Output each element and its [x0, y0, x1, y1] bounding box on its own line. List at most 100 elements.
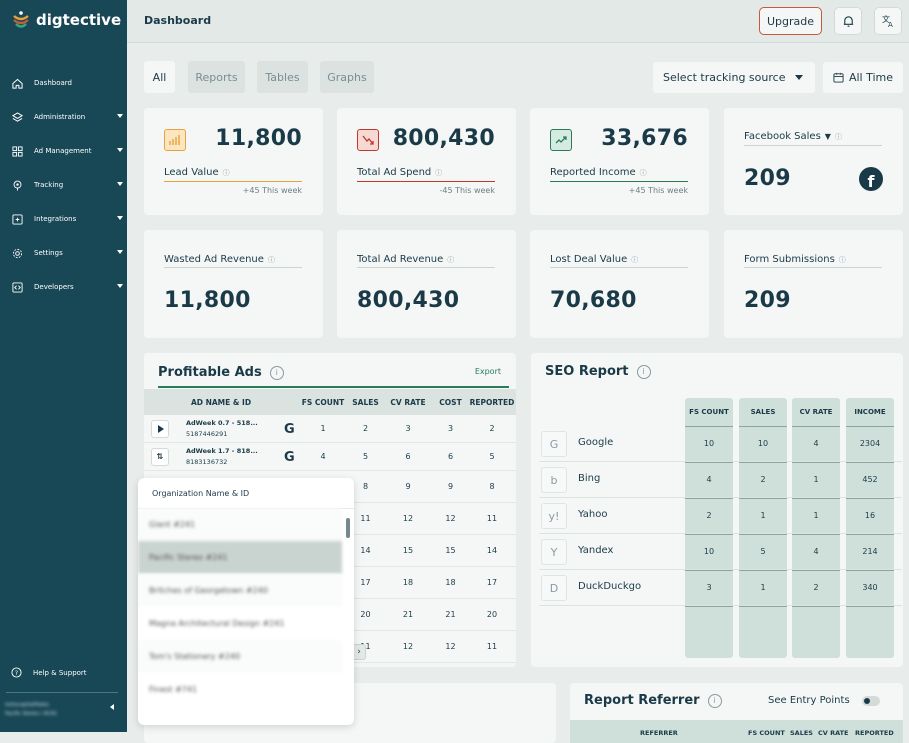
tab-all[interactable]: All	[144, 61, 175, 93]
table-header: AD NAME & ID FS COUNT SALES CV RATE COST…	[144, 389, 516, 415]
col-ad-name[interactable]: AD NAME & ID	[190, 397, 252, 407]
seo-row-google[interactable]: G Google	[539, 426, 902, 462]
seo-row-bing[interactable]: b Bing	[539, 462, 902, 498]
col-cost[interactable]: COST	[439, 397, 462, 407]
seo-row-duckduckgo[interactable]: D DuckDuckgo	[539, 570, 902, 606]
chart-down-icon	[357, 129, 379, 151]
sidebar-item-integrations[interactable]: Integrations	[0, 202, 127, 236]
row-divider	[846, 570, 894, 571]
org-option[interactable]: Britches of Georgetown #240	[138, 574, 342, 607]
col-cv-rate[interactable]: CV RATE	[818, 729, 849, 737]
stat-label-dropdown[interactable]: Facebook Sales ▼ ⓘ	[744, 131, 842, 142]
seo-row-yahoo[interactable]: y! Yahoo	[539, 498, 902, 534]
info-icon[interactable]: i	[269, 365, 284, 380]
info-icon[interactable]: i	[707, 693, 722, 708]
export-button[interactable]: Export	[474, 367, 501, 376]
chart-up-icon	[164, 129, 186, 151]
seo-header-sales[interactable]: SALES	[750, 408, 776, 416]
col-reported[interactable]: REPORTED	[855, 729, 894, 737]
org-option[interactable]: Giant #241	[138, 508, 342, 541]
org-option[interactable]: Tom's Stationery #240	[138, 640, 342, 673]
seo-header-cv-rate[interactable]: CV RATE	[799, 408, 833, 416]
cell: 6	[405, 452, 411, 461]
ad-cell: ⇅ AdWeek 1.7 - 818... 8183136732 G	[144, 443, 298, 471]
sidebar-item-tracking[interactable]: Tracking	[0, 168, 127, 202]
report-referrer-panel: Report Referrer i See Entry Points REFERR…	[570, 683, 903, 743]
seo-header-income[interactable]: INCOME	[854, 408, 886, 416]
sidebar-item-developers[interactable]: Developers	[0, 270, 127, 304]
row-divider	[846, 606, 894, 607]
page-title: Dashboard	[144, 14, 212, 27]
col-fs-count[interactable]: FS COUNT	[748, 729, 785, 737]
seo-row-yandex[interactable]: Y Yandex	[539, 534, 902, 570]
col-fs-count[interactable]: FS COUNT	[301, 397, 345, 407]
stat-label: Form Submissions ⓘ	[744, 254, 846, 265]
dropdown-scrollbar[interactable]	[346, 518, 350, 538]
entry-points-toggle[interactable]	[862, 696, 880, 706]
seo-column-cv-rate	[792, 398, 840, 658]
cell: 12	[445, 514, 456, 523]
upgrade-button[interactable]: Upgrade	[759, 7, 822, 35]
calendar-icon	[833, 72, 844, 83]
sidebar-item-ad-management[interactable]: Ad Management	[0, 134, 127, 168]
cell: 11	[360, 514, 371, 523]
stat-label: Reported Income ⓘ	[550, 167, 647, 178]
tab-graphs[interactable]: Graphs	[320, 61, 374, 93]
info-icon[interactable]: i	[636, 364, 651, 379]
chevron-down-icon[interactable]	[117, 182, 123, 186]
stat-delta: +45 This week	[242, 186, 302, 195]
ad-id: 5187446291	[186, 429, 228, 438]
stat-card-wasted-ad-revenue: Wasted Ad Revenue ⓘ 11,800	[144, 230, 323, 338]
row-divider	[846, 498, 894, 499]
col-sales[interactable]: SALES	[352, 397, 379, 407]
date-range-button[interactable]: All Time	[823, 62, 903, 93]
tab-tables[interactable]: Tables	[257, 61, 308, 93]
stat-value: 70,680	[550, 288, 637, 313]
cell: 2	[489, 424, 495, 433]
org-option[interactable]: Magna Architectural Design #241	[138, 607, 342, 640]
engine-name: Yahoo	[578, 509, 608, 520]
row-divider	[792, 606, 840, 607]
sidebar-item-label: Settings	[34, 249, 63, 257]
collapse-icon[interactable]	[110, 704, 114, 710]
col-reported[interactable]: REPORTED	[469, 397, 515, 407]
chevron-down-icon[interactable]	[117, 114, 123, 118]
sidebar-item-settings[interactable]: Settings	[0, 236, 127, 270]
panel-title: SEO Report i	[545, 364, 651, 379]
sidebar-item-administration[interactable]: Administration	[0, 100, 127, 134]
brand-logo[interactable]: digtective	[12, 10, 121, 30]
stat-value: 800,430	[392, 126, 495, 151]
row-divider	[792, 462, 840, 463]
stat-card-total-ad-revenue: Total Ad Revenue ⓘ 800,430	[337, 230, 516, 338]
tab-reports[interactable]: Reports	[188, 61, 245, 93]
logo-icon	[13, 11, 29, 28]
table-row[interactable]: AdWeek 0.7 - 518... 5187446291 G 1 2 3 3…	[144, 415, 516, 443]
stat-card-lead-value: 11,800 Lead Value ⓘ +45 This week	[144, 108, 323, 215]
chevron-down-icon[interactable]	[117, 250, 123, 254]
cell: 2	[362, 424, 369, 433]
org-option[interactable]: Finest #741	[138, 673, 342, 706]
chevron-down-icon[interactable]	[117, 148, 123, 152]
help-support-link[interactable]: ? Help & Support	[11, 667, 87, 678]
org-option-selected[interactable]: Pacific Stereo #241	[138, 541, 342, 574]
col-referrer[interactable]: REFERRER	[640, 729, 678, 737]
table-row[interactable]: ⇅ AdWeek 1.7 - 818... 8183136732 G 4 5 6…	[144, 443, 516, 471]
col-sales[interactable]: SALES	[790, 729, 813, 737]
seo-header-fs-count[interactable]: FS COUNT	[689, 408, 729, 416]
chevron-down-icon[interactable]	[117, 284, 123, 288]
notifications-button[interactable]	[834, 7, 862, 35]
cell: 4	[320, 452, 326, 461]
account-switcher[interactable]: hohocapitalfidata Pacific Stereo / #241	[5, 702, 120, 717]
sidebar-item-label: Tracking	[34, 181, 64, 189]
sidebar-item-dashboard[interactable]: Dashboard	[0, 66, 127, 100]
pin-icon	[11, 179, 23, 191]
stat-underline	[164, 267, 302, 268]
col-cv-rate[interactable]: CV RATE	[390, 397, 426, 407]
cell: 214	[862, 547, 878, 556]
chevron-down-icon[interactable]	[117, 216, 123, 220]
tracking-source-select[interactable]: Select tracking source	[653, 62, 815, 93]
cell: 3	[706, 583, 712, 592]
pager-next-button[interactable]: ›	[352, 644, 366, 660]
